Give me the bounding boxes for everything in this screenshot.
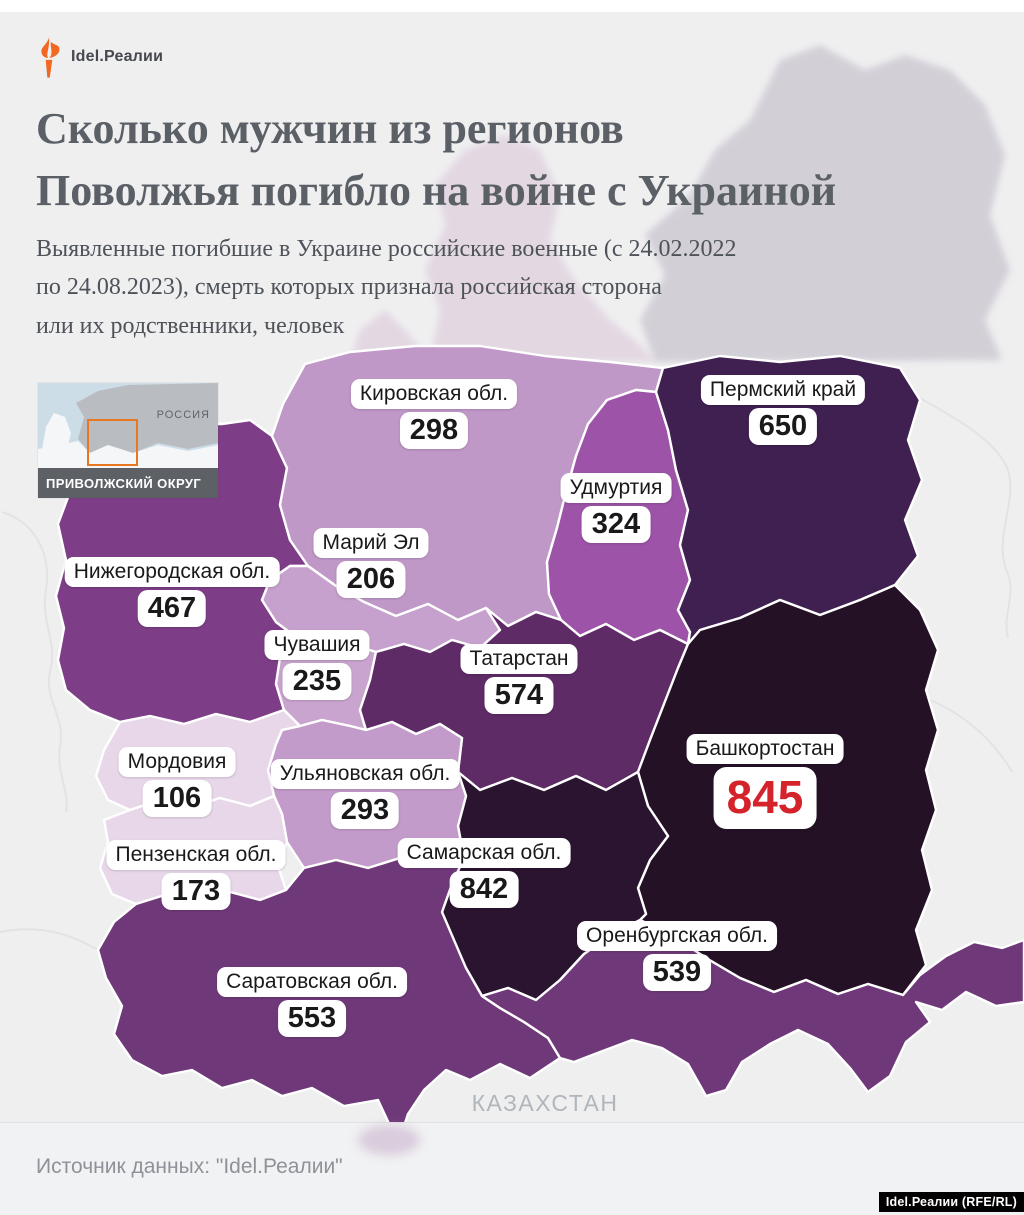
subtitle-line-1: Выявленные погибшие в Украине российские… [36,236,737,262]
region-name-penzenskaya: Пензенская обл. [106,840,286,871]
region-label-udmurtia: Удмуртия 324 [560,473,672,543]
region-value-permsky: 650 [748,408,818,445]
region-label-orenburgskaya: Оренбургская обл. 539 [577,921,777,991]
region-name-bashkortostan: Башкортостан [686,734,844,765]
region-value-bashkortostan: 845 [713,767,817,829]
footer: Источник данных: "Idel.Реалии" Idel.Реал… [0,1122,1024,1215]
region-name-udmurtia: Удмуртия [560,473,672,504]
district-highlight-box [87,419,138,466]
subtitle-line-3: или их родственники, человек [36,312,345,339]
region-label-samarskaya: Самарская обл. 842 [397,838,571,908]
region-label-tatarstan: Татарстан 574 [460,644,578,714]
region-value-mordovia: 106 [142,780,212,817]
locator-map-graphic [38,383,218,468]
region-label-permsky: Пермский край 650 [700,375,866,445]
title-line-2: Поволжья погибло на войне с Украиной [36,166,837,216]
region-value-orenburgskaya: 539 [642,954,712,991]
region-value-nizhegorodskaya: 467 [137,590,207,627]
region-label-ulyanovskaya: Ульяновская обл. 293 [270,759,460,829]
agency-badge: Idel.Реалии (RFE/RL) [878,1192,1024,1212]
region-name-nizhegorodskaya: Нижегородская обл. [64,557,280,588]
region-value-penzenskaya: 173 [161,873,231,910]
europe-landmass [38,441,218,468]
region-shape-orenburgskaya [480,918,1024,1098]
region-label-saratovskaya: Саратовская обл. 553 [217,967,407,1037]
region-value-kirovskaya: 298 [399,412,469,449]
neighbor-border-lines [0,397,1013,951]
region-value-chuvashia: 235 [282,663,352,700]
inset-country-label: РОССИЯ [156,409,210,421]
region-label-mordovia: Мордовия 106 [118,747,236,817]
region-value-ulyanovskaya: 293 [330,792,400,829]
faded-map-blob [358,1125,420,1155]
region-label-mariel: Марий Эл 206 [313,528,429,598]
region-label-kirovskaya: Кировская обл. 298 [350,379,518,449]
subtitle-line-2: по 24.08.2023), смерть которых признала … [36,274,662,301]
page-title: Сколько мужчин из регионов Поволжья поги… [36,98,996,223]
region-name-mariel: Марий Эл [313,528,429,559]
russia-landmass [76,383,218,453]
kazakhstan-label: КАЗАХСТАН [471,1090,619,1116]
faded-shape-pink [350,135,655,362]
idel-torch-icon [41,37,60,78]
region-label-chuvashia: Чувашия 235 [264,630,370,700]
region-name-samarskaya: Самарская обл. [397,838,571,869]
region-name-saratovskaya: Саратовская обл. [217,967,407,998]
inset-district-bar: ПРИВОЛЖСКИЙ ОКРУГ [38,468,218,498]
region-name-mordovia: Мордовия [118,747,236,778]
title-line-1: Сколько мужчин из регионов [36,104,624,153]
faded-shape-gray [640,45,1010,362]
region-label-penzenskaya: Пензенская обл. 173 [106,840,286,910]
region-value-tatarstan: 574 [484,677,554,714]
data-source-text: Источник данных: "Idel.Реалии" [36,1155,343,1178]
region-value-samarskaya: 842 [449,871,519,908]
locator-inset-map: РОССИЯ ПРИВОЛЖСКИЙ ОКРУГ [38,383,218,498]
logo-text: Idel.Реалии [71,48,164,65]
region-label-bashkortostan: Башкортостан 845 [686,734,844,829]
region-name-kirovskaya: Кировская обл. [350,379,518,410]
region-value-udmurtia: 324 [581,506,651,543]
region-value-mariel: 206 [336,561,406,598]
region-name-orenburgskaya: Оренбургская обл. [577,921,777,952]
region-value-saratovskaya: 553 [277,1000,347,1037]
region-label-nizhegorodskaya: Нижегородская обл. 467 [64,557,280,627]
region-name-permsky: Пермский край [700,375,866,406]
region-name-tatarstan: Татарстан [460,644,578,675]
region-name-ulyanovskaya: Ульяновская обл. [270,759,460,790]
logo: Idel.Реалии [34,36,163,78]
region-name-chuvashia: Чувашия [264,630,370,661]
page-subtitle: Выявленные погибшие в Украине российские… [36,230,856,345]
